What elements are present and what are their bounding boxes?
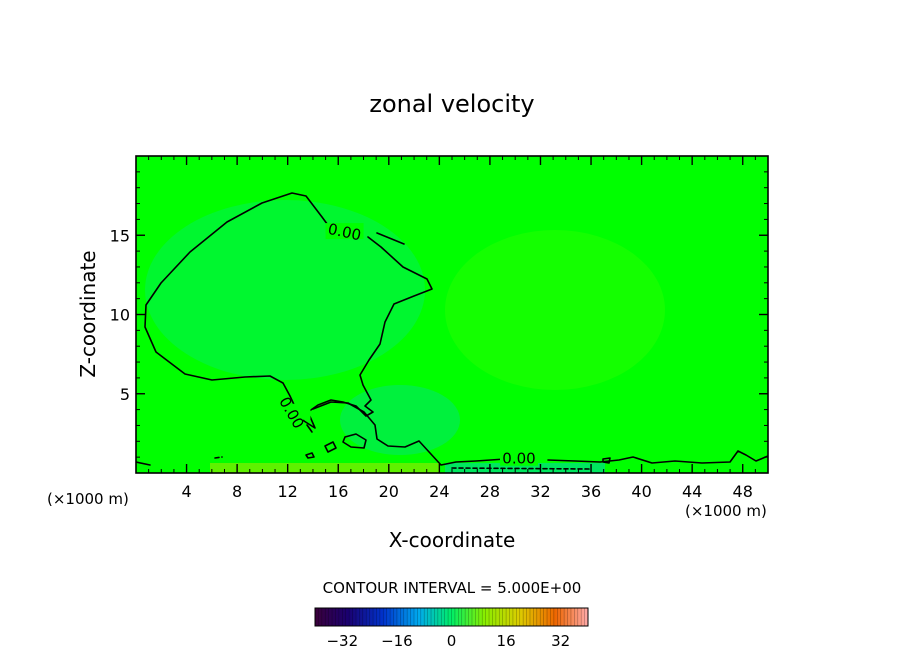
x-tick-label: 48 [733, 482, 753, 501]
colorbar-segments [318, 608, 585, 626]
zero-contour-surface-dotted [214, 456, 591, 470]
colorbar-tick-labels: −32 −16 0 16 32 [326, 632, 570, 650]
x-unit-label-right: (×1000 m) [685, 502, 767, 520]
zero-contour-closed-4 [602, 457, 611, 464]
colorbar: −32 −16 0 16 32 [314, 607, 589, 650]
x-unit-label-left: (×1000 m) [47, 490, 129, 508]
contour-label-halo [499, 449, 538, 466]
shade-right-positive [445, 230, 665, 390]
x-tick-label: 4 [181, 482, 191, 501]
colorbar-tick-label: −16 [381, 632, 413, 650]
shading-layer [145, 200, 665, 473]
x-tick-label: 44 [682, 482, 702, 501]
y-axis-label: Z-coordinate [76, 250, 100, 377]
x-tick-label: 20 [379, 482, 399, 501]
y-tick-label: 15 [110, 226, 130, 245]
colorbar-tick-label: −32 [326, 632, 358, 650]
zero-contour-left-edge [136, 461, 151, 466]
colorbar-frame [314, 607, 589, 627]
zero-contour-lower [312, 401, 506, 466]
colorbar-tick-label: 16 [497, 632, 516, 650]
contour-label: 0.00 [502, 450, 535, 468]
zero-contour-middle [376, 232, 405, 245]
y-tick-label: 5 [120, 385, 130, 404]
colorbar-gradient [315, 608, 588, 626]
contour-interval-text: CONTOUR INTERVAL = 5.000E+00 [323, 579, 582, 597]
zero-contour-closed-3 [305, 452, 315, 459]
x-axis-label: X-coordinate [389, 528, 516, 552]
shade-surface-positive [210, 463, 440, 473]
x-tick-label: 8 [232, 482, 242, 501]
colorbar-tick-label: 0 [447, 632, 457, 650]
x-tick-label: 28 [480, 482, 500, 501]
x-tick-label: 24 [429, 482, 449, 501]
zero-contour-closed-2 [324, 441, 337, 453]
y-tick-label: 10 [110, 306, 130, 325]
contour-label-halo [325, 223, 364, 240]
chart-title: zonal velocity [369, 90, 534, 118]
zero-contour-surface [547, 450, 768, 464]
x-tick-label: 16 [328, 482, 348, 501]
x-tick-label: 32 [530, 482, 550, 501]
plot-area: 0.000.000.00 [136, 156, 768, 473]
x-tick-label: 12 [278, 482, 298, 501]
x-tick-label: 40 [631, 482, 651, 501]
x-tick-label: 36 [581, 482, 601, 501]
shade-mid-negative [340, 385, 460, 455]
zero-contour-closed-1 [342, 433, 367, 449]
colorbar-tick-label: 32 [551, 632, 570, 650]
contour-label-halo [272, 403, 311, 420]
shade-upper-left-negative [145, 200, 425, 380]
